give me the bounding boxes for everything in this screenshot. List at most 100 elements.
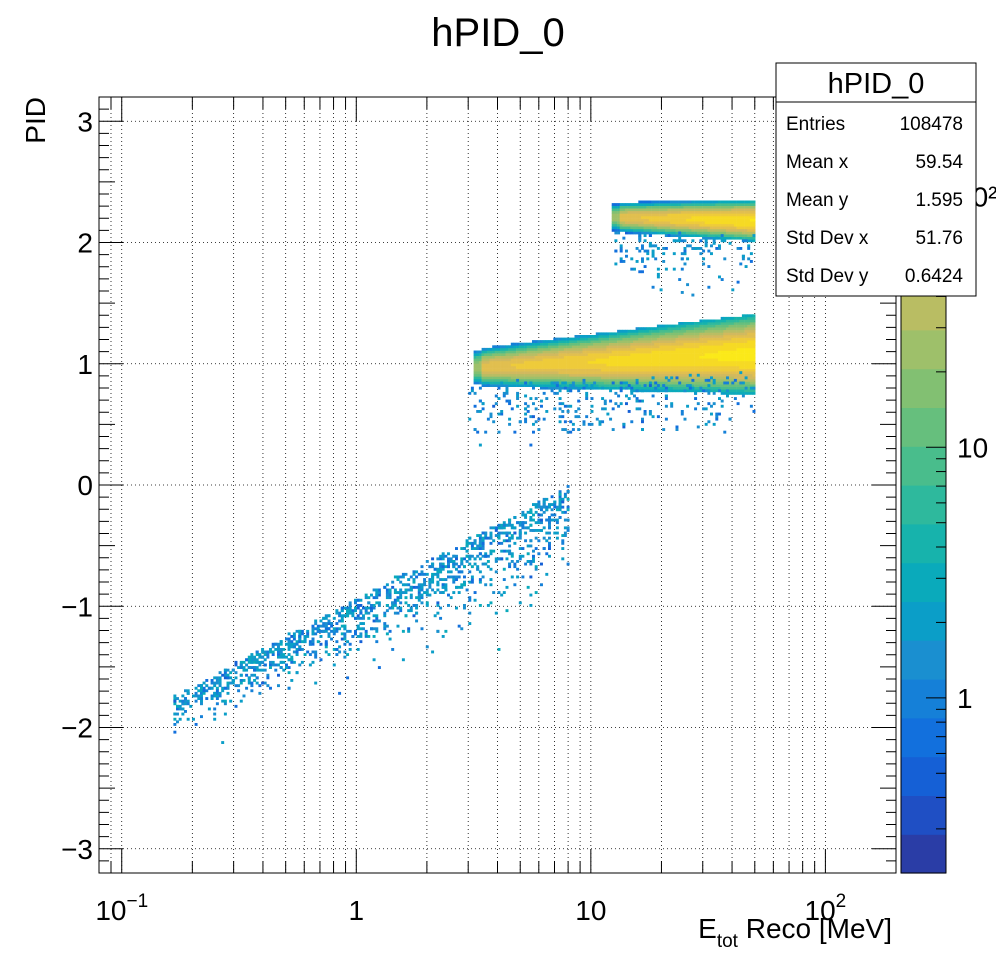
histogram-cell xyxy=(733,213,737,217)
histogram-cell xyxy=(622,368,626,372)
histogram-cell xyxy=(680,371,684,375)
histogram-cell xyxy=(749,260,753,263)
histogram-cell xyxy=(617,216,621,219)
histogram-cell xyxy=(672,226,676,230)
histogram-cell xyxy=(582,353,586,356)
histogram-cell xyxy=(683,262,687,266)
histogram-cell xyxy=(622,347,626,351)
histogram-cell xyxy=(617,368,621,372)
histogram-cell xyxy=(741,360,745,364)
histogram-cell xyxy=(298,640,302,644)
histogram-cell xyxy=(694,345,698,349)
histogram-cell xyxy=(415,606,419,610)
histogram-cell xyxy=(513,360,517,364)
histogram-cell xyxy=(656,216,660,219)
histogram-cell xyxy=(505,355,509,359)
histogram-cell xyxy=(752,350,756,354)
histogram-cell xyxy=(619,360,623,364)
histogram-cell xyxy=(718,397,721,400)
histogram-cell xyxy=(529,562,533,566)
histogram-cell xyxy=(393,575,397,579)
histogram-cell xyxy=(641,244,644,248)
histogram-cell xyxy=(481,554,485,558)
histogram-cell xyxy=(630,391,634,395)
histogram-cell xyxy=(672,363,676,367)
histogram-cell xyxy=(718,216,721,219)
histogram-cell xyxy=(518,529,522,532)
histogram-cell xyxy=(571,345,575,349)
histogram-cell xyxy=(728,210,732,214)
histogram-cell xyxy=(688,376,692,380)
histogram-cell xyxy=(694,353,698,356)
histogram-cell xyxy=(651,203,655,206)
histogram-cell xyxy=(412,570,416,574)
histogram-cell xyxy=(718,322,721,325)
histogram-cell xyxy=(476,363,480,367)
histogram-cell xyxy=(749,345,753,349)
histogram-cell xyxy=(595,347,599,351)
histogram-cell xyxy=(494,353,498,356)
histogram-cell xyxy=(595,337,599,341)
histogram-cell xyxy=(643,360,647,364)
histogram-cell xyxy=(638,234,642,237)
histogram-cell xyxy=(571,337,575,341)
histogram-cell xyxy=(476,376,480,380)
histogram-cell xyxy=(749,358,753,362)
histogram-cell xyxy=(537,521,541,525)
histogram-cell xyxy=(460,562,464,566)
histogram-cell xyxy=(715,350,719,354)
histogram-cell xyxy=(731,324,735,328)
histogram-cell xyxy=(574,410,578,413)
histogram-cell xyxy=(617,231,621,235)
histogram-cell xyxy=(675,203,679,206)
histogram-cell xyxy=(359,640,363,644)
histogram-cell xyxy=(728,378,732,382)
histogram-cell xyxy=(396,596,400,600)
histogram-cell xyxy=(648,213,652,217)
histogram-cell xyxy=(646,221,650,225)
histogram-cell xyxy=(683,376,687,380)
histogram-cell xyxy=(505,384,509,387)
histogram-cell xyxy=(292,645,296,649)
histogram-cell xyxy=(362,614,365,618)
histogram-cell xyxy=(619,350,623,354)
histogram-cell xyxy=(555,521,559,525)
histogram-cell xyxy=(744,228,748,232)
histogram-cell xyxy=(510,378,514,382)
histogram-cell xyxy=(752,213,756,217)
histogram-cell xyxy=(534,376,538,380)
histogram-cell xyxy=(447,552,450,556)
histogram-cell xyxy=(476,368,480,372)
histogram-cell xyxy=(338,691,342,695)
histogram-cell xyxy=(489,415,493,419)
histogram-cell xyxy=(577,373,581,377)
histogram-cell xyxy=(646,257,650,261)
histogram-cell xyxy=(611,335,615,338)
histogram-cell xyxy=(500,523,504,527)
histogram-cell xyxy=(625,203,628,206)
histogram-cell xyxy=(563,534,567,537)
histogram-cell xyxy=(526,358,530,362)
histogram-cell xyxy=(648,221,652,225)
histogram-cell xyxy=(747,231,751,235)
histogram-cell xyxy=(702,371,706,375)
histogram-cell xyxy=(593,355,597,359)
histogram-cell xyxy=(670,213,674,217)
histogram-cell xyxy=(619,386,623,390)
histogram-cell xyxy=(609,345,613,349)
histogram-cell xyxy=(662,355,666,359)
histogram-cell xyxy=(752,223,756,227)
histogram-cell xyxy=(718,332,721,336)
histogram-cell xyxy=(582,355,586,359)
histogram-cell xyxy=(723,337,727,341)
histogram-cell xyxy=(428,565,432,569)
histogram-cell xyxy=(590,342,594,346)
histogram-cell xyxy=(651,353,655,356)
histogram-cell xyxy=(747,340,751,343)
histogram-cell xyxy=(627,210,631,214)
histogram-cell xyxy=(696,389,700,393)
histogram-cell xyxy=(513,345,517,349)
histogram-cell xyxy=(593,376,597,380)
histogram-cell xyxy=(723,332,727,336)
histogram-cell xyxy=(574,355,578,359)
